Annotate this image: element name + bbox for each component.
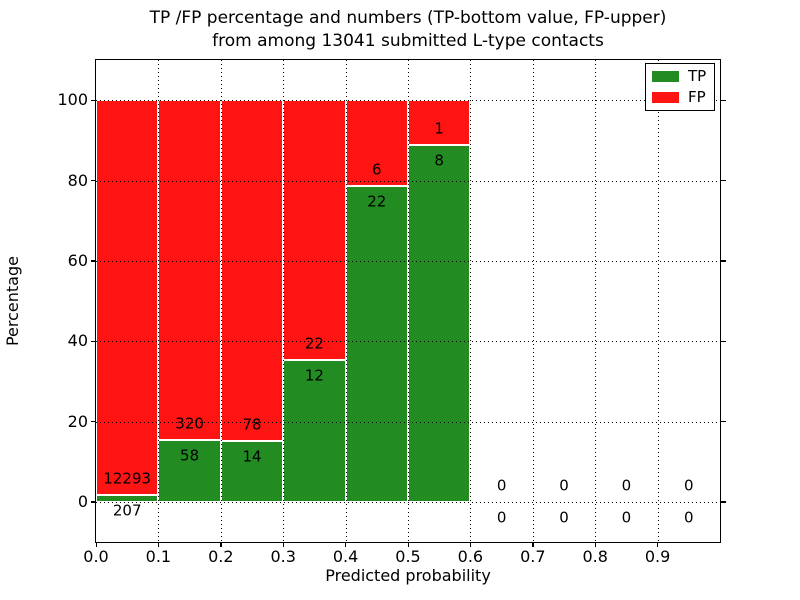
x-tick-label: 0.7 — [520, 547, 546, 566]
x-tick-mark — [282, 543, 284, 547]
y-tick-label: 20 — [67, 411, 88, 431]
tp-count-label: 0 — [496, 508, 507, 527]
tp-bar-segment — [96, 495, 159, 502]
x-axis-label: Predicted probability — [325, 566, 491, 585]
y-tick-mark-right — [721, 99, 726, 101]
x-tick-mark — [345, 543, 347, 547]
fp-bar-segment — [158, 100, 221, 441]
x-gridline — [283, 60, 285, 542]
x-gridline — [158, 60, 160, 542]
fp-count-label: 0 — [621, 476, 632, 495]
y-tick-mark-left — [91, 180, 96, 182]
x-tick-label: 0.5 — [395, 547, 421, 566]
x-tick-label: 0.6 — [457, 547, 484, 566]
x-tick-mark — [220, 543, 222, 547]
fp-count-label: 1 — [434, 119, 444, 138]
x-tick-mark — [657, 543, 659, 547]
x-gridline — [345, 60, 347, 542]
tp-count-label: 0 — [621, 508, 632, 527]
fp-count-label: 12293 — [103, 469, 152, 488]
x-tick-label: 0.3 — [270, 547, 296, 566]
legend-label-fp: FP — [688, 87, 706, 106]
y-tick-label: 100 — [57, 90, 88, 110]
x-gridline — [532, 60, 534, 542]
x-tick-mark — [407, 543, 409, 547]
fp-count-label: 0 — [684, 476, 694, 495]
x-tick-label: 0.1 — [145, 547, 172, 566]
x-tick-mark — [532, 543, 534, 547]
y-tick-mark-left — [91, 99, 96, 101]
fp-color-swatch — [652, 91, 679, 103]
tp-count-label: 12 — [304, 366, 324, 385]
y-tick-mark-right — [721, 501, 726, 503]
x-gridline — [657, 60, 659, 542]
x-tick-label: 0.8 — [582, 547, 608, 566]
tp-count-label: 58 — [180, 446, 200, 465]
chart-title-line2: from among 13041 submitted L-type contac… — [212, 31, 604, 51]
y-tick-label: 60 — [67, 250, 88, 270]
fp-count-label: 0 — [559, 476, 569, 495]
y-tick-mark-left — [91, 501, 96, 503]
fp-count-label: 22 — [304, 334, 324, 353]
x-tick-label: 0.9 — [644, 547, 671, 566]
y-tick-mark-left — [91, 260, 96, 262]
tp-bar-segment — [158, 440, 221, 502]
fp-bar-segment — [283, 100, 346, 361]
y-tick-mark-right — [721, 180, 726, 182]
y-tick-mark-right — [721, 260, 726, 262]
x-tick-label: 0.2 — [208, 547, 234, 566]
tp-bar-segment — [283, 360, 346, 502]
fp-count-label: 0 — [496, 476, 507, 495]
y-tick-label: 40 — [67, 331, 88, 351]
tp-count-label: 8 — [434, 151, 444, 170]
tp-count-label: 207 — [112, 501, 142, 520]
x-tick-mark — [95, 543, 97, 547]
x-gridline — [220, 60, 222, 542]
chart-title: TP /FP percentage and numbers (TP-bottom… — [96, 7, 720, 53]
x-tick-mark — [157, 543, 160, 547]
x-gridline — [470, 60, 472, 542]
tp-bar-segment — [408, 144, 471, 502]
legend-row-fp: FP — [646, 87, 714, 106]
x-gridline — [408, 60, 409, 542]
x-tick-mark — [469, 543, 472, 547]
y-tick-mark-left — [91, 340, 96, 342]
y-tick-mark-right — [721, 421, 726, 423]
tp-count-label: 22 — [367, 192, 387, 211]
y-tick-mark-left — [91, 421, 96, 423]
x-tick-label: 0.0 — [83, 547, 109, 566]
y-tick-mark-right — [721, 340, 726, 342]
fp-bar-segment — [345, 100, 408, 187]
tp-bar-segment — [345, 186, 408, 502]
legend-box: TP FP — [645, 63, 715, 111]
y-tick-label: 80 — [67, 170, 88, 190]
tp-count-label: 14 — [242, 447, 262, 466]
tp-count-label: 0 — [684, 508, 694, 527]
legend-row-tp: TP — [646, 69, 714, 84]
y-tick-label: 0 — [77, 491, 88, 511]
x-tick-mark — [594, 543, 596, 547]
tp-count-label: 0 — [559, 508, 569, 527]
tp-color-swatch — [652, 71, 679, 83]
fp-bar-segment — [220, 100, 284, 441]
legend-label-tp: TP — [688, 67, 707, 86]
fp-count-label: 6 — [372, 160, 382, 179]
fp-count-label: 78 — [242, 415, 262, 434]
x-gridline — [595, 60, 597, 542]
plot-area: 12293 207 320 58 78 14 22 12 6 22 1 8 0 0 0 0 0 0 0 0 — [95, 59, 721, 543]
chart-title-line1: TP /FP percentage and numbers (TP-bottom… — [149, 8, 667, 28]
fp-bar-segment — [96, 100, 159, 496]
fp-count-label: 320 — [175, 414, 204, 433]
x-tick-label: 0.4 — [332, 547, 359, 566]
y-axis-label: Percentage — [3, 256, 22, 347]
